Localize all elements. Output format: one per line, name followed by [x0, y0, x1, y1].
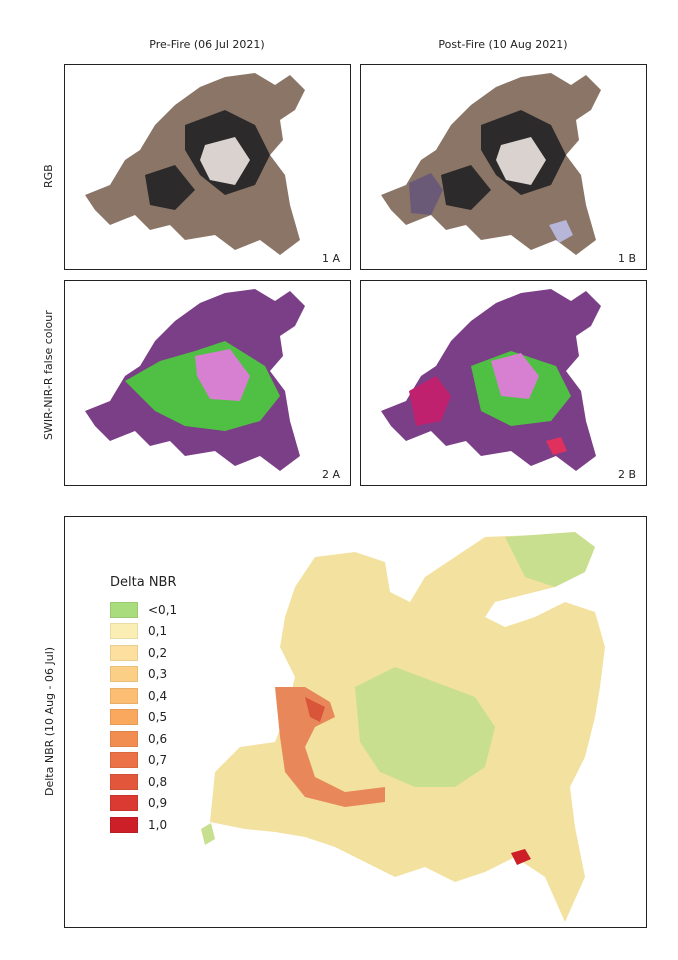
panel-delta-nbr: Delta NBR <0,1 0,1 0,2 0,3 0,4 0,5 0,6 0,7 0,8 0,…	[64, 516, 647, 928]
legend-swatch	[110, 816, 138, 833]
legend-label: 0,2	[148, 645, 168, 660]
panel-id-2a: 2 A	[321, 468, 340, 481]
legend-label: 1,0	[148, 817, 168, 832]
legend-label: 0,6	[148, 731, 168, 746]
legend-label: 0,8	[148, 774, 168, 789]
legend-item: <0,1	[110, 599, 177, 621]
panel-id-1b: 1 B	[617, 252, 636, 265]
panel-2b-false-colour-post: 2 B	[360, 280, 647, 486]
panel-id-1a: 1 A	[321, 252, 340, 265]
legend-swatch	[110, 644, 138, 661]
legend-label: 0,3	[148, 667, 168, 682]
delta-nbr-map	[201, 532, 605, 922]
legend-item: 0,1	[110, 621, 177, 643]
fire-area-shape	[85, 289, 305, 471]
delta-nbr-area	[201, 532, 605, 922]
legend-swatch	[110, 687, 138, 704]
legend-item: 0,6	[110, 728, 177, 750]
panel-2a-false-colour-pre: 2 A	[64, 280, 351, 486]
rgb-pre-map	[85, 73, 305, 255]
legend-swatch	[110, 666, 138, 683]
false-colour-post-map	[381, 289, 601, 471]
legend-swatch	[110, 795, 138, 812]
legend-item: 0,8	[110, 771, 177, 793]
legend-item: 0,5	[110, 707, 177, 729]
legend-item: 1,0	[110, 814, 177, 836]
fire-area-shape	[85, 73, 305, 255]
legend-swatch	[110, 773, 138, 790]
row-label-delta-nbr: Delta NBR (10 Aug - 06 Jul)	[43, 646, 56, 796]
fire-area-shape	[381, 289, 601, 471]
row-label-false-colour: SWIR-NIR-R false colour	[42, 310, 55, 440]
legend-swatch	[110, 709, 138, 726]
rgb-post-map	[381, 73, 601, 255]
panel-id-2b: 2 B	[617, 468, 636, 481]
row-label-rgb: RGB	[42, 164, 55, 188]
panel-1b-rgb-post: 1 B	[360, 64, 647, 270]
legend-item: 0,2	[110, 642, 177, 664]
legend-label: 0,4	[148, 688, 168, 703]
panel-1a-rgb-pre: 1 A	[64, 64, 351, 270]
legend-item: 0,7	[110, 750, 177, 772]
legend-item: 0,9	[110, 793, 177, 815]
legend-swatch	[110, 752, 138, 769]
fire-area-shape	[381, 73, 601, 255]
legend-classes: <0,1 0,1 0,2 0,3 0,4 0,5 0,6 0,7 0,8 0,9 1,0	[110, 599, 177, 836]
legend-label: 0,7	[148, 753, 168, 768]
legend-item: 0,4	[110, 685, 177, 707]
pre-fire-title: Pre-Fire (06 Jul 2021)	[149, 38, 265, 51]
legend-title: Delta NBR	[110, 575, 177, 590]
legend-swatch	[110, 601, 138, 618]
legend-item: 0,3	[110, 664, 177, 686]
legend-label: 0,5	[148, 710, 168, 725]
legend-label: 0,9	[148, 796, 168, 811]
post-fire-title: Post-Fire (10 Aug 2021)	[438, 38, 568, 51]
legend-swatch	[110, 623, 138, 640]
map-legend: Delta NBR <0,1 0,1 0,2 0,3 0,4 0,5 0,6 0,7 0,8 0,…	[110, 575, 177, 836]
legend-label: <0,1	[148, 602, 178, 617]
legend-swatch	[110, 730, 138, 747]
false-colour-pre-map	[85, 289, 305, 471]
legend-label: 0,1	[148, 624, 168, 639]
